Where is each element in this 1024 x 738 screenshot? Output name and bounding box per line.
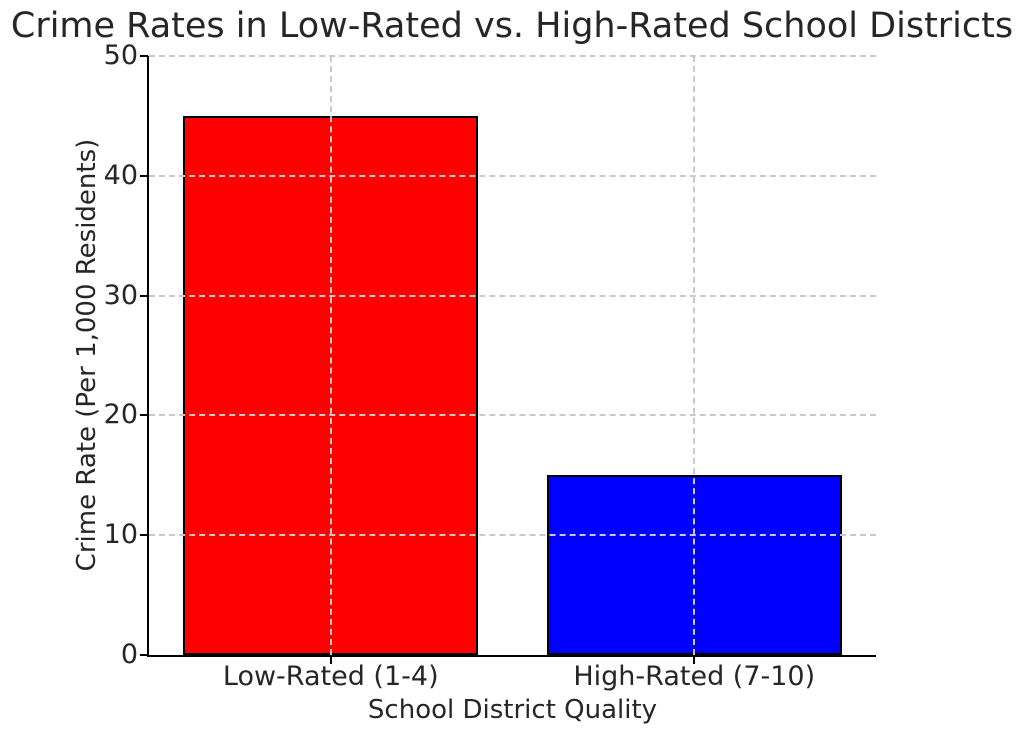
gridline-v-0 <box>329 56 332 655</box>
gridline-h-20 <box>149 414 876 417</box>
gridline-h-40 <box>149 174 876 177</box>
ytick-label-40: 40 <box>103 159 138 191</box>
ytick-mark-50 <box>140 55 148 57</box>
x-axis-label: School District Quality <box>367 695 658 725</box>
ytick-mark-20 <box>140 414 148 417</box>
ytick-mark-40 <box>140 174 148 177</box>
xtick-label-0: Low-Rated (1-4) <box>222 661 439 692</box>
gridline-v-1 <box>693 56 696 655</box>
ytick-label-0: 0 <box>120 639 138 670</box>
ytick-mark-0 <box>140 654 148 656</box>
xtick-mark-0 <box>329 657 332 664</box>
xtick-label-1: High-Rated (7-10) <box>573 661 816 692</box>
ytick-mark-30 <box>140 294 148 297</box>
ytick-label-10: 10 <box>103 519 138 551</box>
gridline-h-10 <box>149 534 876 537</box>
ytick-label-20: 20 <box>103 399 138 431</box>
plot-area <box>147 55 876 657</box>
gridline-h-50 <box>149 55 876 57</box>
xtick-mark-1 <box>693 657 696 664</box>
ytick-label-30: 30 <box>103 279 138 311</box>
chart-title: Crime Rates in Low-Rated vs. High-Rated … <box>10 6 1014 46</box>
gridline-h-30 <box>149 294 876 297</box>
ytick-label-50: 50 <box>103 40 138 71</box>
ytick-mark-10 <box>140 534 148 537</box>
